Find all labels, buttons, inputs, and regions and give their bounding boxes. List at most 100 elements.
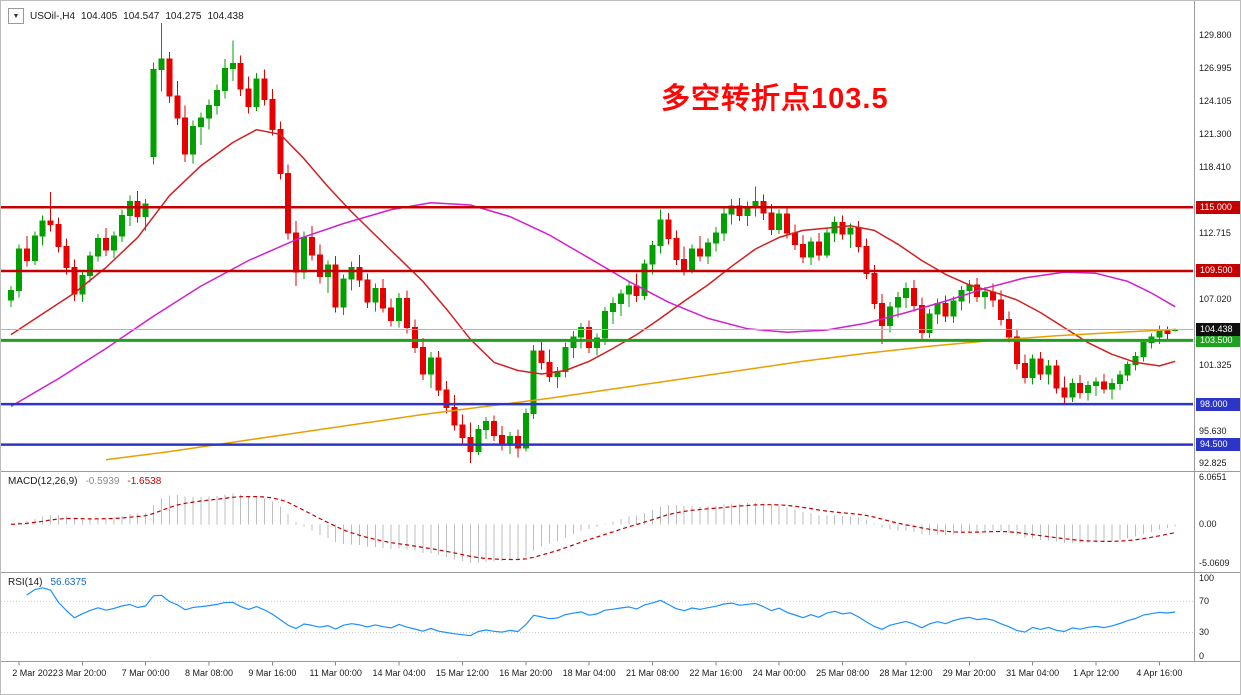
price-axis-tick: 126.995	[1199, 62, 1232, 73]
candle-body	[514, 436, 521, 449]
candle-body	[372, 287, 379, 303]
candle-body	[411, 327, 418, 348]
candle-body	[586, 327, 593, 348]
price-tag-115.000: 115.000	[1196, 200, 1240, 214]
time-axis-label: 21 Mar 08:00	[625, 668, 680, 678]
candle-body	[237, 63, 244, 90]
macd-pane[interactable]	[1, 472, 1193, 571]
quote-open: 104.405	[81, 10, 118, 22]
rsi-axis-tick: 70	[1199, 595, 1210, 606]
candle-body	[594, 337, 601, 348]
candle-body	[934, 302, 941, 315]
candle-body	[1069, 382, 1076, 398]
macd-axis-tick: 6.0651	[1199, 472, 1227, 483]
candle-body	[609, 302, 616, 312]
candle-body	[1013, 336, 1020, 365]
price-axis-tick: 118.410	[1199, 162, 1231, 173]
rsi-name: RSI(14)	[8, 577, 43, 588]
time-axis-label: 24 Mar 00:00	[752, 668, 806, 678]
candle-body	[1108, 382, 1115, 390]
price-axis-tick: 124.105	[1199, 96, 1232, 107]
time-axis-label: 3 Mar 20:00	[58, 668, 107, 678]
candle-body	[625, 285, 632, 295]
candle-body	[142, 203, 149, 218]
time-axis-label: 2 Mar 2022	[12, 668, 58, 678]
candle-body	[47, 220, 54, 226]
rsi-axis-tick: 30	[1199, 627, 1210, 638]
candle-body	[404, 298, 410, 329]
candle-body	[63, 246, 70, 268]
candle-body	[641, 263, 648, 296]
candle-body	[71, 266, 78, 295]
candle-body	[681, 258, 688, 271]
candle-body	[697, 248, 704, 257]
candle-body	[689, 248, 696, 271]
price-axis-tick: 129.800	[1199, 30, 1232, 41]
rsi-indicator-label: RSI(14) 56.6375	[8, 577, 87, 588]
candle-body	[1005, 319, 1012, 338]
candle-body	[1140, 342, 1147, 358]
candle-body	[673, 238, 680, 260]
time-axis-label: 15 Mar 12:00	[435, 668, 489, 678]
candle-body	[1100, 381, 1107, 390]
candle-body	[55, 224, 62, 248]
candle-body	[285, 173, 292, 234]
price-tag-103.500: 103.500	[1196, 333, 1240, 347]
candle-body	[617, 293, 624, 304]
candle-body	[1124, 364, 1131, 376]
candle-body	[1061, 387, 1068, 398]
candle-body	[1164, 330, 1171, 334]
candle-body	[530, 350, 537, 414]
candle-body	[546, 361, 553, 377]
candle-body	[1045, 365, 1052, 375]
candle-body	[134, 201, 141, 218]
price-axis-tick: 101.325	[1199, 360, 1232, 371]
macd-axis-tick: -5.0609	[1199, 557, 1230, 568]
rsi-pane[interactable]	[1, 573, 1193, 660]
candle-body	[807, 241, 814, 258]
candle-body	[578, 327, 585, 338]
time-axis-label: 8 Mar 08:00	[184, 668, 234, 678]
rsi-line	[26, 587, 1176, 637]
candle-body	[23, 248, 30, 262]
quote-low: 104.275	[165, 10, 202, 22]
candle-body	[8, 290, 14, 301]
time-axis-label: 4 Apr 16:00	[1136, 668, 1183, 678]
candle-body	[39, 220, 46, 237]
candle-body	[459, 424, 466, 439]
candle-body	[1037, 358, 1044, 375]
candle-body	[174, 95, 181, 119]
candle-body	[245, 88, 252, 108]
candle-body	[451, 407, 458, 426]
candle-body	[435, 357, 442, 391]
text-annotation[interactable]: 多空转折点103.5	[661, 83, 889, 115]
price-pane[interactable]	[1, 1, 1193, 471]
candle-body	[301, 236, 308, 273]
candle-body	[665, 219, 672, 240]
candle-body	[855, 227, 862, 248]
price-axis-tick: 107.020	[1199, 294, 1232, 305]
price-axis-tick: 112.715	[1199, 228, 1231, 239]
macd-signal-line	[10, 496, 1176, 561]
candle-body	[316, 254, 323, 278]
time-axis-label: 31 Mar 04:00	[1006, 668, 1060, 678]
candle-body	[87, 255, 94, 277]
price-tag-94.500: 94.500	[1196, 438, 1240, 452]
candle-body	[364, 279, 371, 303]
price-tag-98.000: 98.000	[1196, 397, 1240, 411]
candle-body	[1021, 363, 1028, 378]
candle-body	[602, 310, 608, 339]
candle-body	[1132, 356, 1139, 366]
macd-main-value: -0.5939	[85, 476, 120, 487]
candle-body	[902, 287, 909, 299]
candle-body	[784, 213, 791, 234]
time-axis-label: 22 Mar 16:00	[689, 668, 743, 678]
candle-body	[1156, 330, 1163, 338]
candle-body	[570, 336, 577, 348]
one-click-trading-expander[interactable]: ▼	[8, 8, 24, 24]
candle-body	[427, 357, 434, 375]
candle-body	[1093, 381, 1100, 387]
candle-body	[261, 78, 268, 101]
